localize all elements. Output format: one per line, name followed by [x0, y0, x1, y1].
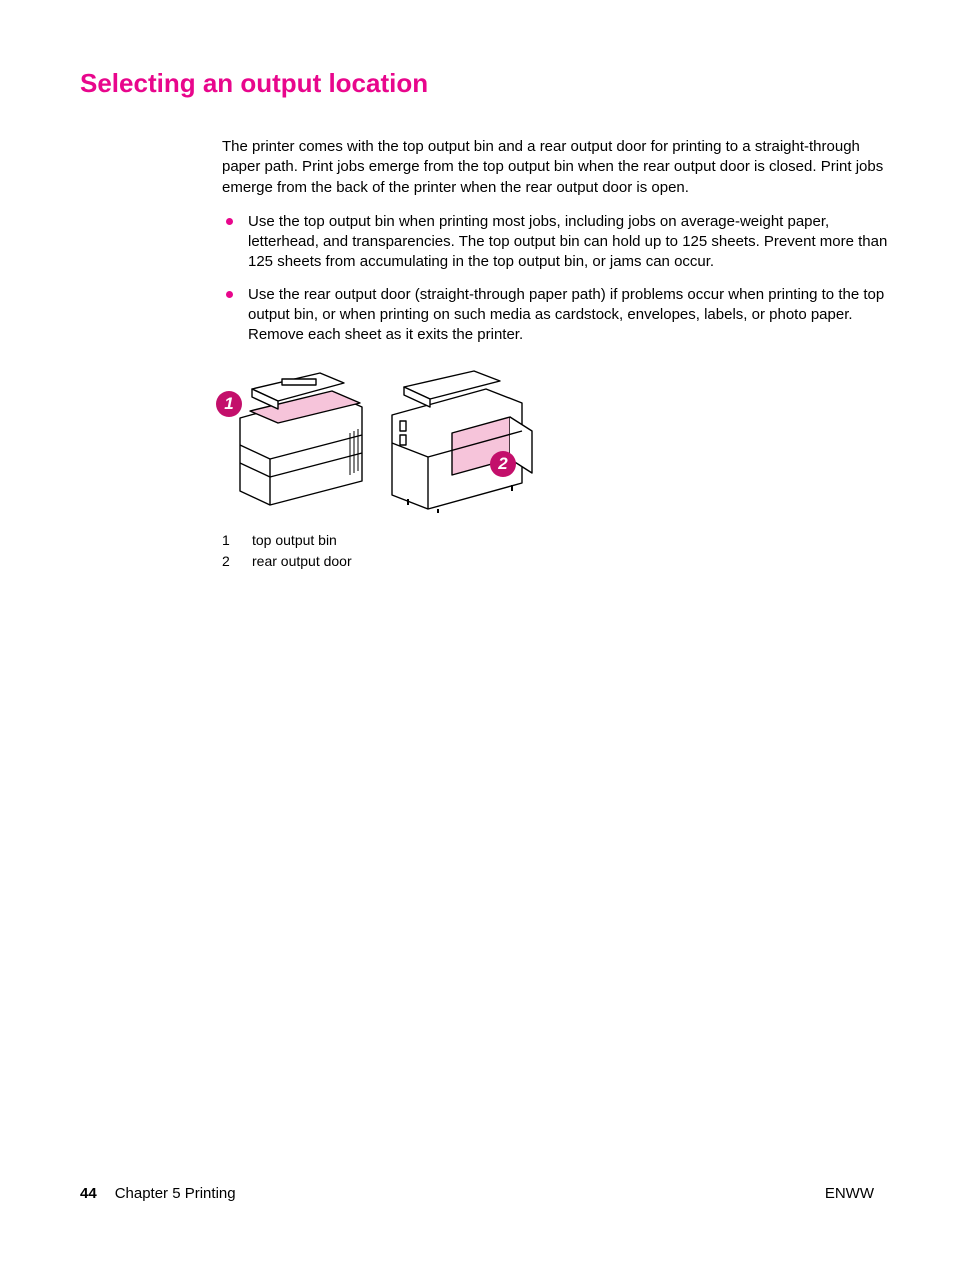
legend-label: top output bin	[252, 531, 337, 550]
bullet-item: Use the top output bin when printing mos…	[222, 212, 902, 273]
content-block: The printer comes with the top output bi…	[222, 137, 902, 571]
printer-illustration: 1 2	[222, 363, 542, 513]
figure-legend: 1 top output bin 2 rear output door	[222, 531, 902, 571]
intro-paragraph: The printer comes with the top output bi…	[222, 137, 902, 198]
printer-diagram-svg	[222, 363, 542, 513]
footer-left: 44 Chapter 5 Printing	[80, 1185, 236, 1202]
legend-row: 2 rear output door	[222, 552, 902, 571]
bullet-list: Use the top output bin when printing mos…	[222, 212, 902, 346]
footer-right-label: ENWW	[825, 1185, 874, 1202]
legend-row: 1 top output bin	[222, 531, 902, 550]
section-heading: Selecting an output location	[80, 68, 874, 99]
legend-label: rear output door	[252, 552, 352, 571]
chapter-label: Chapter 5 Printing	[115, 1185, 236, 1202]
legend-number: 1	[222, 531, 252, 550]
legend-number: 2	[222, 552, 252, 571]
bullet-item: Use the rear output door (straight-throu…	[222, 285, 902, 346]
page-footer: 44 Chapter 5 Printing ENWW	[0, 1185, 954, 1202]
page-number: 44	[80, 1185, 97, 1202]
